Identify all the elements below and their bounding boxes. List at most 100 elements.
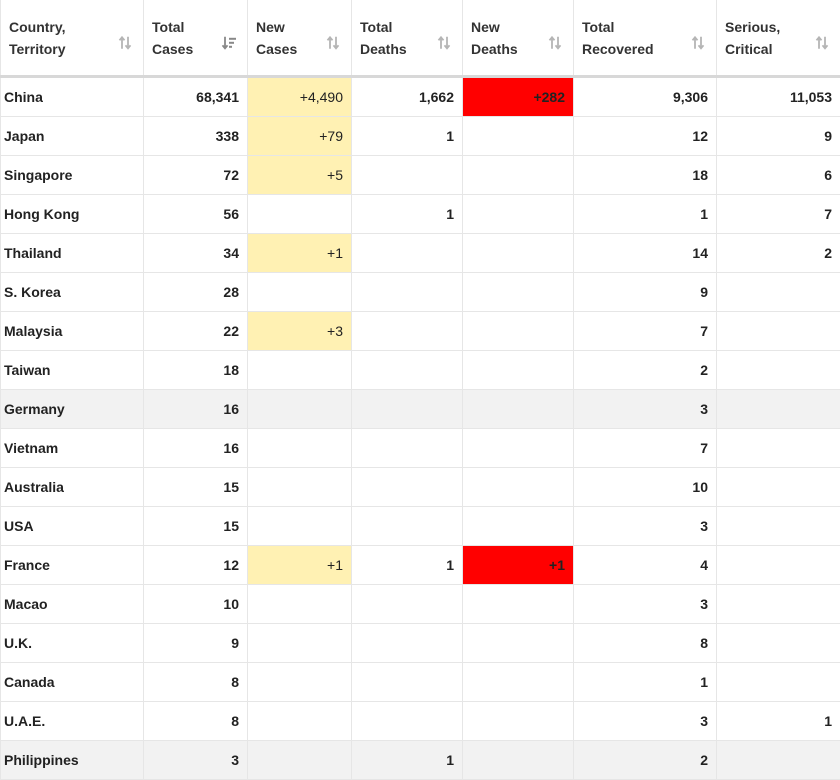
sort-both-icon[interactable] (117, 34, 133, 50)
sort-both-icon[interactable] (547, 34, 563, 50)
cell-total-deaths (352, 624, 463, 663)
cell-total-deaths: 1 (352, 117, 463, 156)
header-label-line2: Deaths (471, 41, 518, 57)
cell-total-recovered: 7 (574, 312, 717, 351)
cell-country[interactable]: Taiwan (1, 351, 144, 390)
cell-new-cases: +4,490 (248, 77, 352, 117)
cell-serious-critical (717, 663, 840, 702)
sort-both-icon[interactable] (325, 34, 341, 50)
column-header-country[interactable]: Country, Territory (1, 0, 144, 77)
cell-serious-critical (717, 390, 840, 429)
cell-country[interactable]: Thailand (1, 234, 144, 273)
cell-country[interactable]: China (1, 77, 144, 117)
cell-country[interactable]: U.A.E. (1, 702, 144, 741)
cell-country[interactable]: USA (1, 507, 144, 546)
header-label-line2: Cases (152, 41, 193, 57)
cell-new-cases (248, 663, 352, 702)
cell-new-deaths (463, 663, 574, 702)
cell-serious-critical (717, 624, 840, 663)
cell-country[interactable]: Vietnam (1, 429, 144, 468)
table-row: U.K.9 8 (1, 624, 840, 663)
cell-serious-critical: 1 (717, 702, 840, 741)
cell-country[interactable]: Philippines (1, 741, 144, 780)
cell-country[interactable]: Singapore (1, 156, 144, 195)
cell-country[interactable]: Germany (1, 390, 144, 429)
cell-country[interactable]: Japan (1, 117, 144, 156)
cell-country[interactable]: Malaysia (1, 312, 144, 351)
cell-total-deaths (352, 468, 463, 507)
cell-new-cases (248, 624, 352, 663)
cell-new-deaths (463, 624, 574, 663)
column-header-new-deaths[interactable]: New Deaths (463, 0, 574, 77)
header-label-line1: Total (360, 19, 392, 35)
sort-both-icon[interactable] (690, 34, 706, 50)
cell-total-recovered: 14 (574, 234, 717, 273)
cell-new-cases (248, 741, 352, 780)
header-label-line1: Country, (9, 19, 66, 35)
cell-country[interactable]: Hong Kong (1, 195, 144, 234)
cell-total-recovered: 8 (574, 624, 717, 663)
cell-country[interactable]: Australia (1, 468, 144, 507)
cell-total-recovered: 10 (574, 468, 717, 507)
column-header-serious-critical[interactable]: Serious,Critical (717, 0, 840, 77)
cell-total-cases: 56 (144, 195, 248, 234)
cell-country[interactable]: S. Korea (1, 273, 144, 312)
cell-total-deaths (352, 234, 463, 273)
cell-serious-critical: 9 (717, 117, 840, 156)
cell-total-deaths (352, 507, 463, 546)
cell-total-recovered: 1 (574, 663, 717, 702)
cell-total-cases: 15 (144, 507, 248, 546)
cell-new-deaths (463, 156, 574, 195)
cell-country[interactable]: Macao (1, 585, 144, 624)
sort-both-icon[interactable] (436, 34, 452, 50)
header-label-line2: Territory (9, 41, 66, 57)
cell-total-cases: 18 (144, 351, 248, 390)
cell-total-deaths: 1 (352, 546, 463, 585)
cell-new-deaths (463, 702, 574, 741)
cell-total-recovered: 3 (574, 507, 717, 546)
cell-total-cases: 9 (144, 624, 248, 663)
cell-new-deaths (463, 507, 574, 546)
cell-new-deaths (463, 468, 574, 507)
cell-new-cases (248, 468, 352, 507)
cell-new-cases (248, 507, 352, 546)
cell-new-cases (248, 429, 352, 468)
cell-new-deaths (463, 312, 574, 351)
column-header-total-cases[interactable]: Total Cases (144, 0, 248, 77)
cell-total-cases: 28 (144, 273, 248, 312)
cell-country[interactable]: France (1, 546, 144, 585)
cell-serious-critical (717, 507, 840, 546)
cell-new-cases (248, 702, 352, 741)
cell-country[interactable]: U.K. (1, 624, 144, 663)
header-label-line1: New (471, 19, 500, 35)
cell-total-recovered: 9 (574, 273, 717, 312)
cell-serious-critical (717, 312, 840, 351)
header-label-line1: Serious, (725, 19, 780, 35)
cell-serious-critical (717, 741, 840, 780)
sort-descending-icon[interactable] (221, 34, 237, 50)
cell-serious-critical (717, 429, 840, 468)
cell-new-cases: +1 (248, 234, 352, 273)
cell-total-cases: 8 (144, 702, 248, 741)
cell-total-deaths: 1,662 (352, 77, 463, 117)
cell-new-cases: +1 (248, 546, 352, 585)
cell-country[interactable]: Canada (1, 663, 144, 702)
header-label-line1: Total (152, 19, 184, 35)
cell-new-cases: +3 (248, 312, 352, 351)
sort-both-icon[interactable] (814, 34, 830, 50)
cell-total-cases: 338 (144, 117, 248, 156)
